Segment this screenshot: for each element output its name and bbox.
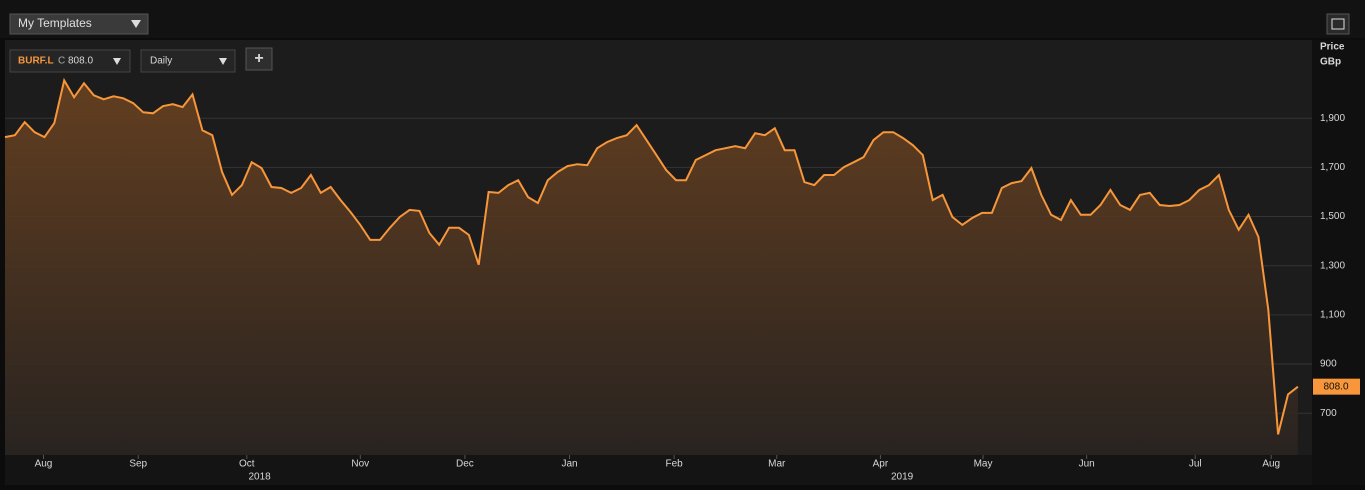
- templates-dropdown[interactable]: [9, 13, 149, 35]
- close-prefix: C: [58, 56, 65, 67]
- x-tick-label: Sep: [129, 459, 147, 470]
- symbol-box[interactable]: [9, 49, 131, 73]
- y-tick-label: 700: [1320, 408, 1337, 419]
- x-tick-label: May: [974, 459, 993, 470]
- x-tick-label: Nov: [351, 459, 369, 470]
- area: [5, 80, 1298, 456]
- y-tick-label: 1,500: [1320, 211, 1345, 222]
- last-price-box: [1313, 378, 1360, 395]
- x-tick-label: Oct: [239, 459, 255, 470]
- add-label: +: [254, 50, 263, 67]
- x-tick-label: Feb: [666, 459, 684, 470]
- x-tick-label: Mar: [768, 459, 786, 470]
- x-axis-panel: [5, 455, 1312, 485]
- y-axis-panel: [1312, 40, 1365, 485]
- x-tick-label: Jan: [561, 459, 577, 470]
- price-line: [4, 77, 1299, 435]
- year-label: 2018: [249, 472, 272, 483]
- add-button[interactable]: [245, 47, 273, 71]
- y-tick-label: 1,700: [1320, 162, 1345, 173]
- year-label: 2019: [891, 472, 914, 483]
- y-tick-label: 900: [1320, 359, 1337, 370]
- toolbar: [0, 0, 1365, 38]
- last-price-label: 808.0: [1323, 381, 1348, 392]
- ticker: BURF.L: [18, 56, 54, 67]
- x-tick-label: Aug: [1262, 459, 1280, 470]
- dropdown-arrow: [113, 58, 121, 65]
- interval: Daily: [150, 56, 172, 67]
- print-button[interactable]: [1326, 13, 1350, 35]
- axis-title: Price: [1320, 42, 1345, 53]
- x-tick-label: Aug: [35, 459, 53, 470]
- axis-unit: GBp: [1320, 57, 1341, 68]
- y-tick-label: 1,300: [1320, 260, 1345, 271]
- x-tick-label: Jun: [1079, 459, 1095, 470]
- close-value: 808.0: [68, 56, 93, 67]
- x-tick-label: Dec: [456, 459, 474, 470]
- y-tick-label: 1,100: [1320, 310, 1345, 321]
- print-icon: [1331, 18, 1345, 30]
- x-tick-label: Apr: [873, 459, 889, 470]
- dropdown-arrow: [219, 58, 227, 65]
- templates-label: My Templates: [18, 16, 92, 30]
- plot: [4, 77, 1312, 456]
- y-tick-label: 1,900: [1320, 113, 1345, 124]
- dropdown-arrow: [131, 20, 141, 28]
- x-tick-label: Jul: [1189, 459, 1202, 470]
- interval-dropdown[interactable]: [140, 49, 236, 73]
